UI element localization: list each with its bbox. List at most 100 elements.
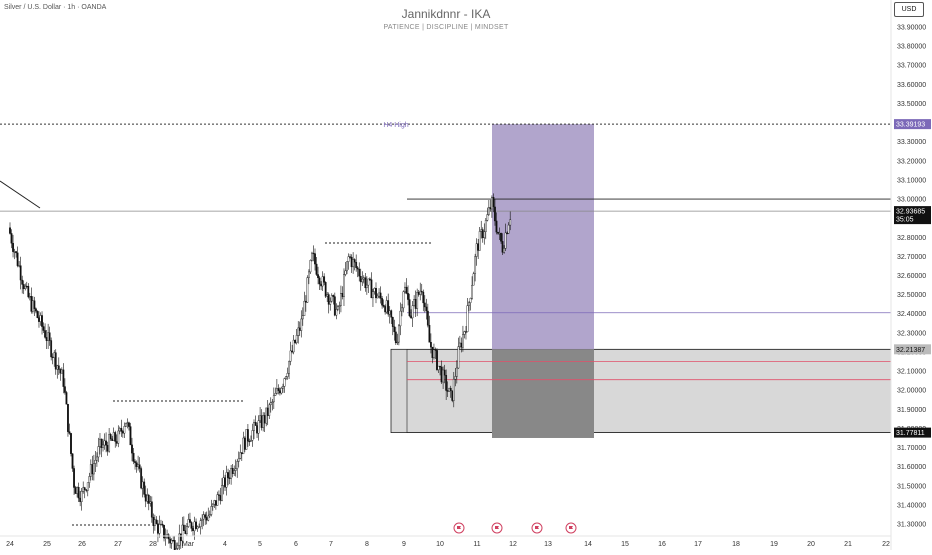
time-tick-label: 22 [882, 541, 890, 548]
candle-body [131, 444, 133, 454]
candle-body [16, 252, 19, 266]
candle-body [268, 404, 271, 416]
candle-body [76, 487, 79, 494]
candle-body [486, 214, 489, 221]
candle-body [211, 503, 214, 507]
candle-body [396, 341, 399, 344]
candle-body [265, 407, 268, 424]
candle-body [495, 220, 498, 233]
candle-body [27, 286, 30, 298]
price-tick-label: 33.10000 [897, 177, 926, 184]
price-tag[interactable] [894, 427, 931, 438]
candle-body [497, 231, 499, 234]
currency-button[interactable]: USD [894, 2, 924, 17]
candle-body [280, 388, 283, 394]
candle-body [448, 387, 451, 392]
time-tick-label: 21 [844, 541, 852, 548]
flag-icon[interactable] [491, 522, 503, 534]
time-tick-label: 24 [6, 541, 14, 548]
price-tag[interactable] [894, 344, 931, 355]
candle-body [507, 224, 510, 234]
candle-body [274, 393, 277, 396]
candle-body [128, 422, 130, 427]
candle-body [341, 293, 344, 297]
candle-body [353, 259, 356, 263]
target-zone[interactable] [492, 124, 594, 350]
price-tick-label: 31.90000 [897, 407, 926, 414]
candle-body [158, 524, 161, 534]
countdown-label: 35:05 [896, 217, 914, 224]
candle-body [221, 485, 223, 501]
candle-body [379, 292, 382, 299]
candle-body [446, 390, 449, 392]
candle-body [56, 365, 59, 370]
price-tick-label: 32.30000 [897, 330, 926, 337]
candle-body [155, 519, 158, 524]
candle-body [9, 227, 11, 234]
candle-body [320, 283, 322, 287]
support-zone[interactable] [390, 348, 892, 434]
candle-body [63, 386, 66, 393]
candle-body [176, 545, 179, 549]
candle-body [501, 241, 504, 253]
candle-body [259, 415, 261, 421]
candle-body [42, 326, 45, 331]
flag-icon[interactable] [531, 522, 543, 534]
candle-body [442, 369, 444, 383]
candle-body [387, 300, 390, 315]
candle-body [326, 294, 329, 297]
candle-body [123, 426, 126, 434]
candle-body [484, 220, 487, 232]
time-tick-label: 13 [544, 541, 552, 548]
trend-line[interactable] [0, 180, 41, 209]
candle-body [96, 456, 98, 461]
candle-body [263, 415, 266, 424]
candle-body [239, 452, 242, 459]
candle-body [494, 206, 496, 222]
candle-body [225, 472, 228, 488]
candle-body [251, 430, 254, 441]
candle-body [13, 251, 16, 253]
flag-icon[interactable] [565, 522, 577, 534]
price-axis[interactable]: 33.90000 33.80000 33.70000 33.60000 33.50000… [890, 0, 926, 550]
time-axis[interactable]: 24 25 26 27 28 Mar 4 5 6 7 8 9 10 11 12 13 14 15 16 17 18 19 2… [0, 535, 891, 548]
candle-body [105, 440, 107, 446]
candle-body [289, 350, 292, 362]
candle-body [233, 470, 236, 474]
candle-body [103, 440, 106, 446]
candle-body [67, 403, 69, 432]
candle-body [112, 432, 115, 441]
price-tag[interactable] [894, 206, 931, 225]
candle-body [70, 433, 72, 454]
candle-body [111, 438, 114, 441]
price-tick-label: 31.50000 [897, 483, 926, 490]
candle-body [97, 446, 100, 458]
candle-body [260, 415, 263, 428]
candle-body [102, 444, 104, 448]
candle-body [201, 518, 204, 521]
candle-body [381, 298, 383, 306]
candle-body [420, 290, 423, 293]
candle-body [192, 528, 194, 532]
symbol-info[interactable]: Silver / U.S. Dollar · 1h · OANDA [4, 4, 107, 11]
candle-body [121, 431, 124, 434]
candle-body [350, 256, 353, 268]
time-tick-label: 28 [149, 541, 157, 548]
target-zone-overlap[interactable] [492, 349, 594, 438]
candle-body [199, 520, 202, 527]
flag-icon[interactable] [453, 522, 465, 534]
time-tick-label: 17 [694, 541, 702, 548]
candle-body [204, 514, 207, 518]
candle-body [279, 390, 281, 394]
candle-body [129, 426, 132, 446]
price-tick-label: 32.60000 [897, 273, 926, 280]
candle-body [391, 316, 394, 327]
price-tag[interactable] [894, 119, 931, 130]
candle-body [57, 365, 60, 370]
candle-body [411, 305, 414, 319]
candle-body [410, 315, 412, 319]
candle-body [336, 306, 339, 310]
candle-body [196, 526, 199, 529]
